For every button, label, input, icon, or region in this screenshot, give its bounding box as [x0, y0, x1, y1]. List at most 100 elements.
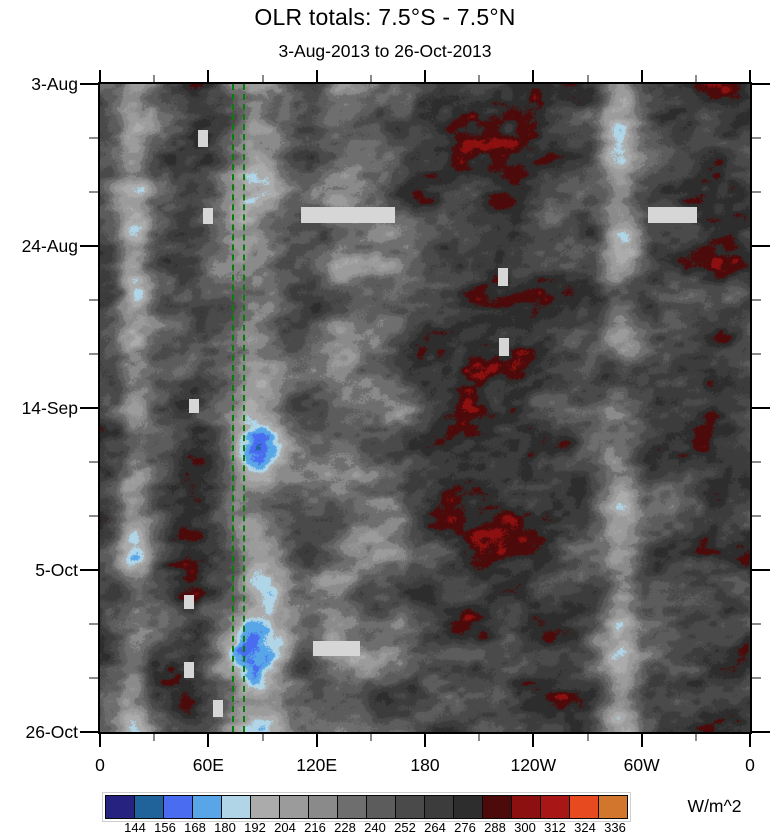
y-minor-tick-right: [752, 137, 761, 139]
x-minor-tick-top: [153, 75, 156, 82]
y-axis-tick-label: 3-Aug: [31, 74, 78, 94]
missing-data-bar: [648, 207, 697, 223]
colorbar-boundary-label: 144: [124, 820, 146, 834]
reference-longitude-line: [242, 84, 245, 732]
y-axis-tick-label: 14-Sep: [21, 398, 78, 418]
x-major-tick-bottom: [532, 734, 535, 747]
y-minor-tick-left: [89, 191, 98, 193]
colorbar-cell: [192, 795, 222, 819]
x-major-tick-bottom: [749, 734, 751, 747]
y-minor-tick-left: [89, 353, 98, 355]
y-major-tick-right: [752, 83, 770, 85]
colorbar-cell: [453, 795, 483, 819]
colorbar-cell: [540, 795, 570, 819]
missing-data-bar: [189, 399, 199, 413]
x-major-tick-bottom: [640, 734, 643, 747]
y-minor-tick-left: [89, 137, 98, 139]
x-major-tick-top: [640, 70, 643, 82]
colorbar-boundary-label: 240: [364, 820, 386, 834]
y-minor-tick-left: [89, 515, 98, 517]
colorbar-boundary-label: 180: [214, 820, 236, 834]
y-minor-tick-right: [752, 515, 761, 517]
chart-title: OLR totals: 7.5°S - 7.5°N: [254, 4, 516, 30]
y-axis-tick-label: 5-Oct: [35, 560, 78, 580]
y-minor-tick-right: [752, 191, 761, 193]
reference-longitude-line: [232, 84, 235, 732]
x-minor-tick-bottom: [369, 734, 372, 741]
y-major-tick-left: [80, 83, 98, 85]
colorbar-cell: [134, 795, 164, 819]
colorbar-cell: [250, 795, 280, 819]
y-minor-tick-left: [89, 299, 98, 301]
x-minor-tick-top: [586, 75, 589, 82]
x-minor-tick-bottom: [586, 734, 589, 741]
y-minor-tick-right: [752, 677, 761, 679]
x-minor-tick-top: [478, 75, 481, 82]
y-minor-tick-right: [752, 299, 761, 301]
x-major-tick-bottom: [207, 734, 210, 747]
y-major-tick-left: [80, 731, 98, 733]
x-major-tick-top: [424, 70, 426, 82]
plot-frame: [98, 82, 752, 734]
y-major-tick-right: [752, 569, 770, 571]
x-axis-tick-label: 120W: [510, 755, 557, 775]
x-axis-tick-label: 180: [410, 755, 440, 775]
x-minor-tick-bottom: [153, 734, 156, 741]
x-major-tick-bottom: [424, 734, 426, 747]
x-minor-tick-top: [369, 75, 372, 82]
x-axis-tick-label: 0: [95, 755, 105, 775]
missing-data-bar: [198, 130, 208, 147]
x-axis-tick-label: 60E: [192, 755, 224, 775]
colorbar-boundary-label: 204: [274, 820, 296, 834]
colorbar-boundary-label: 156: [154, 820, 176, 834]
x-axis-tick-label: 120E: [296, 755, 338, 775]
y-minor-tick-right: [752, 461, 761, 463]
colorbar-cell: [221, 795, 251, 819]
colorbar-boundary-label: 264: [424, 820, 446, 834]
missing-data-bar: [213, 700, 223, 717]
colorbar-boundary-label: 300: [514, 820, 536, 834]
colorbar-boundary-label: 324: [574, 820, 596, 834]
y-minor-tick-left: [89, 677, 98, 679]
missing-data-bar: [498, 268, 508, 286]
missing-data-bar: [203, 208, 213, 224]
colorbar-cell: [279, 795, 309, 819]
x-minor-tick-bottom: [261, 734, 264, 741]
colorbar-cell: [395, 795, 425, 819]
colorbar-cell: [569, 795, 599, 819]
colorbar-boundary-label: 192: [244, 820, 266, 834]
colorbar-boundary-label: 252: [394, 820, 416, 834]
x-axis-tick-label: 60W: [623, 755, 660, 775]
missing-data-bar: [184, 595, 194, 609]
colorbar-boundary-label: 228: [334, 820, 356, 834]
x-major-tick-top: [99, 70, 101, 82]
colorbar-cell: [482, 795, 512, 819]
colorbar-cell: [366, 795, 396, 819]
y-major-tick-right: [752, 245, 770, 247]
y-major-tick-right: [752, 407, 770, 409]
hovmoller-heatmap-canvas: [100, 84, 750, 732]
colorbar-boundary-label: 276: [454, 820, 476, 834]
x-major-tick-bottom: [99, 734, 101, 747]
colorbar-cell: [598, 795, 628, 819]
colorbar-boundary-label: 312: [544, 820, 566, 834]
colorbar-cell: [424, 795, 454, 819]
missing-data-bar: [313, 641, 360, 656]
x-axis-tick-label: 0: [745, 755, 755, 775]
colorbar-units-label: W/m^2: [687, 796, 742, 816]
x-minor-tick-top: [694, 75, 697, 82]
missing-data-bar: [499, 338, 509, 356]
y-minor-tick-right: [752, 623, 761, 625]
x-major-tick-top: [749, 70, 751, 82]
missing-data-bar: [184, 662, 194, 678]
colorbar-cell: [511, 795, 541, 819]
x-minor-tick-bottom: [478, 734, 481, 741]
y-axis-tick-label: 24-Aug: [21, 236, 78, 256]
y-axis-tick-label: 26-Oct: [25, 722, 78, 742]
x-minor-tick-bottom: [694, 734, 697, 741]
colorbar-boundary-label: 216: [304, 820, 326, 834]
y-major-tick-right: [752, 731, 770, 733]
x-major-tick-top: [315, 70, 318, 82]
colorbar-cell: [337, 795, 367, 819]
